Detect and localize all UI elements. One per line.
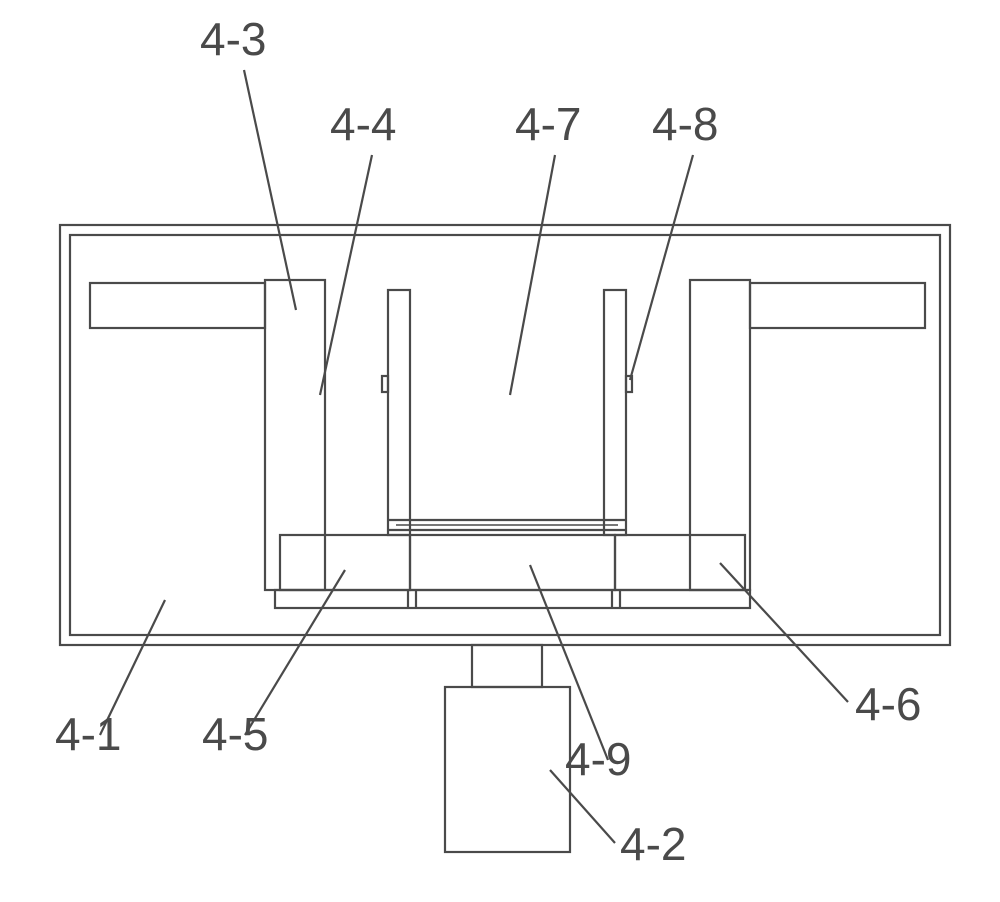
leader-l43 [244, 70, 296, 310]
bottom-rail [275, 590, 750, 608]
left-thin-post [388, 290, 410, 535]
cylinder-neck [472, 645, 542, 687]
left-slider [280, 535, 410, 590]
label-4-7: 4-7 [515, 98, 581, 150]
inner-frame [70, 235, 940, 635]
label-4-3: 4-3 [200, 13, 266, 65]
leader-l48 [630, 155, 693, 380]
leader-l46 [720, 563, 848, 702]
label-4-5: 4-5 [202, 708, 268, 760]
label-4-1: 4-1 [55, 708, 121, 760]
label-4-8: 4-8 [652, 98, 718, 150]
technical-diagram: 4-3 4-4 4-7 4-8 4-1 4-5 4-9 4-6 4-2 [0, 0, 1000, 902]
label-4-4: 4-4 [330, 98, 396, 150]
left-arm [90, 283, 265, 328]
right-arm [750, 283, 925, 328]
leader-l47 [510, 155, 555, 395]
leader-l44 [320, 155, 372, 395]
left-post [265, 280, 325, 590]
right-thin-post [604, 290, 626, 535]
outer-frame [60, 225, 950, 645]
label-4-2: 4-2 [620, 818, 686, 870]
center-block [410, 535, 615, 590]
label-4-6: 4-6 [855, 678, 921, 730]
right-slider [615, 535, 745, 590]
right-post [690, 280, 750, 590]
label-4-9: 4-9 [565, 733, 631, 785]
left-pin [382, 376, 388, 392]
cylinder-body [445, 687, 570, 852]
